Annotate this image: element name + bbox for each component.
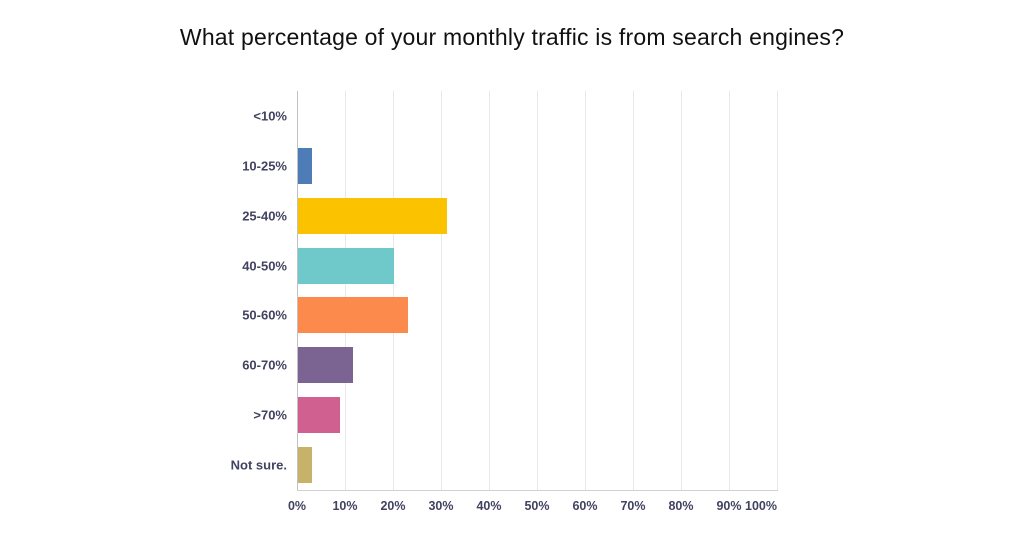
- x-tick-label: 80%: [668, 499, 694, 513]
- gridline: [489, 91, 490, 490]
- category-label: 50-60%: [242, 307, 287, 323]
- bar: [298, 147, 313, 184]
- category-label: 60-70%: [242, 357, 287, 373]
- x-axis-tick-labels: 0% 10% 20% 30% 40% 50% 60% 70% 80% 90% 100%: [288, 499, 777, 519]
- gridline: [585, 91, 586, 490]
- x-tick-label: 40%: [476, 499, 502, 513]
- gridline: [729, 91, 730, 490]
- x-tick-label: 50%: [524, 499, 550, 513]
- gridline: [777, 91, 778, 490]
- bar: [298, 197, 447, 234]
- category-label: 40-50%: [242, 258, 287, 274]
- category-label: 10-25%: [242, 158, 287, 174]
- x-tick-label: 60%: [572, 499, 598, 513]
- plot-area: [297, 91, 778, 490]
- gridline: [537, 91, 538, 490]
- gridline: [633, 91, 634, 490]
- x-tick-label: 20%: [380, 499, 406, 513]
- category-label: <10%: [253, 108, 287, 124]
- bar: [298, 447, 313, 484]
- category-label: >70%: [253, 407, 287, 423]
- gridline: [441, 91, 442, 490]
- gridline: [345, 91, 346, 490]
- category-label: 25-40%: [242, 208, 287, 224]
- bar: [298, 297, 409, 334]
- gridline: [681, 91, 682, 490]
- x-tick-label: 10%: [332, 499, 358, 513]
- bar: [298, 247, 394, 284]
- x-axis-line: [297, 490, 778, 491]
- y-axis-line: [297, 91, 298, 490]
- x-tick-label: 100%: [745, 499, 777, 513]
- bar: [298, 397, 340, 434]
- category-axis: <10% 10-25% 25-40% 40-50% 50-60% 60-70% >70% No…: [147, 91, 287, 490]
- x-tick-label: 90%: [716, 499, 742, 513]
- bar: [298, 347, 354, 384]
- x-tick-label: 30%: [428, 499, 454, 513]
- category-label: Not sure.: [230, 457, 287, 473]
- x-tick-label: 0%: [287, 499, 307, 513]
- x-tick-label: 70%: [620, 499, 646, 513]
- gridline: [393, 91, 394, 490]
- chart-title: What percentage of your monthly traffic …: [179, 24, 845, 50]
